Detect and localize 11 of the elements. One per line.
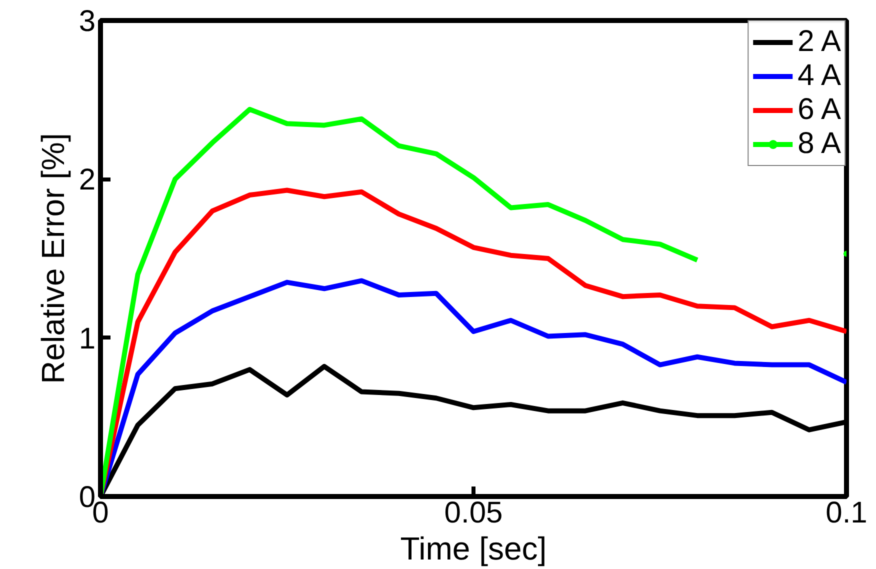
y-tick-label: 1 <box>78 322 96 356</box>
x-tick-label: 0.1 <box>826 496 868 530</box>
x-axis-title: Time [sec] <box>400 530 547 566</box>
legend-label: 6 A <box>798 93 841 127</box>
y-tick-label: 2 <box>78 164 96 197</box>
y-tick-label: 3 <box>78 5 96 38</box>
legend-label: 4 A <box>798 59 841 93</box>
x-tick-label: 0.05 <box>444 496 503 530</box>
y-axis-title: Relative Error [%] <box>34 133 71 384</box>
legend-label: 8 A <box>798 127 841 161</box>
legend-label: 2 A <box>798 25 841 59</box>
